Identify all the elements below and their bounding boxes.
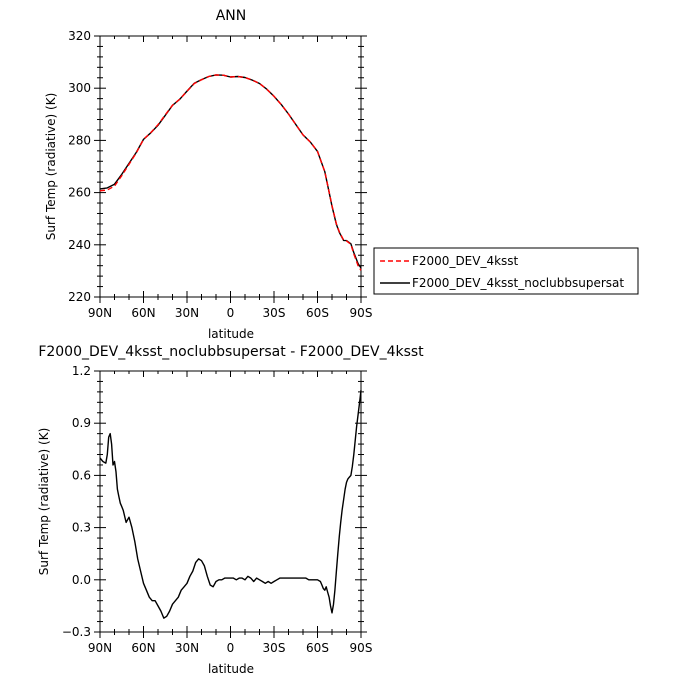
x-tick-label: 90N <box>88 641 112 655</box>
chart-panel-1: 90N 60N 30N 0 30S 60S 90S 220 240 260 280 300 320 ANN… <box>44 8 639 341</box>
x-tick-label: 60N <box>131 306 155 320</box>
y-tick-label: 0.9 <box>72 416 91 430</box>
legend-box <box>373 247 639 295</box>
x-tick-label: 30S <box>263 306 286 320</box>
x-tick-label: 90S <box>350 306 373 320</box>
y-tick-label: 320 <box>68 29 91 43</box>
x-tick-label: 0 <box>227 641 235 655</box>
y-tick-label: 260 <box>68 186 91 200</box>
series-line-1 <box>99 74 362 271</box>
legend-label-1: F2000_DEV_4ksst <box>412 254 519 268</box>
plot-frame <box>99 370 362 633</box>
y-axis-title: Surf Temp (radiative) (K) <box>44 93 58 241</box>
x-tick-label: 30N <box>175 641 199 655</box>
x-axis-title: latitude <box>208 662 254 676</box>
chart-panel-2: 90N 60N 30N 0 30S 60S 90S −0.3 0.0 0.3 0.6 0.9 1.2 F2… <box>37 344 424 676</box>
y-tick-label: 0.3 <box>72 521 91 535</box>
y-tick-label: −0.3 <box>62 625 91 639</box>
y-axis-title: Surf Temp (radiative) (K) <box>37 428 51 576</box>
y-tick-label: 0.6 <box>72 468 91 482</box>
series-line-1 <box>99 390 362 619</box>
plot-title: F2000_DEV_4ksst_noclubbsupersat - F2000_… <box>38 344 424 360</box>
plot-title: ANN <box>216 8 247 24</box>
x-tick-label: 30N <box>175 306 199 320</box>
x-tick-label: 60S <box>306 306 329 320</box>
y-tick-label: 240 <box>68 238 91 252</box>
plot-frame <box>99 35 362 298</box>
x-tick-label: 30S <box>263 641 286 655</box>
x-axis-title: latitude <box>208 327 254 341</box>
legend-label-2: F2000_DEV_4ksst_noclubbsupersat <box>412 276 624 290</box>
y-tick-label: 0.0 <box>72 573 91 587</box>
x-tick-label: 60S <box>306 641 329 655</box>
y-tick-label: 220 <box>68 290 91 304</box>
y-tick-label: 280 <box>68 133 91 147</box>
x-tick-label: 0 <box>227 306 235 320</box>
x-tick-label: 90N <box>88 306 112 320</box>
x-tick-label: 90S <box>350 641 373 655</box>
legend: F2000_DEV_4ksst F2000_DEV_4ksst_noclubbsu… <box>373 247 639 295</box>
series-line-2 <box>99 74 362 269</box>
x-tick-label: 60N <box>131 641 155 655</box>
y-tick-label: 300 <box>68 81 91 95</box>
y-tick-label: 1.2 <box>72 364 91 378</box>
